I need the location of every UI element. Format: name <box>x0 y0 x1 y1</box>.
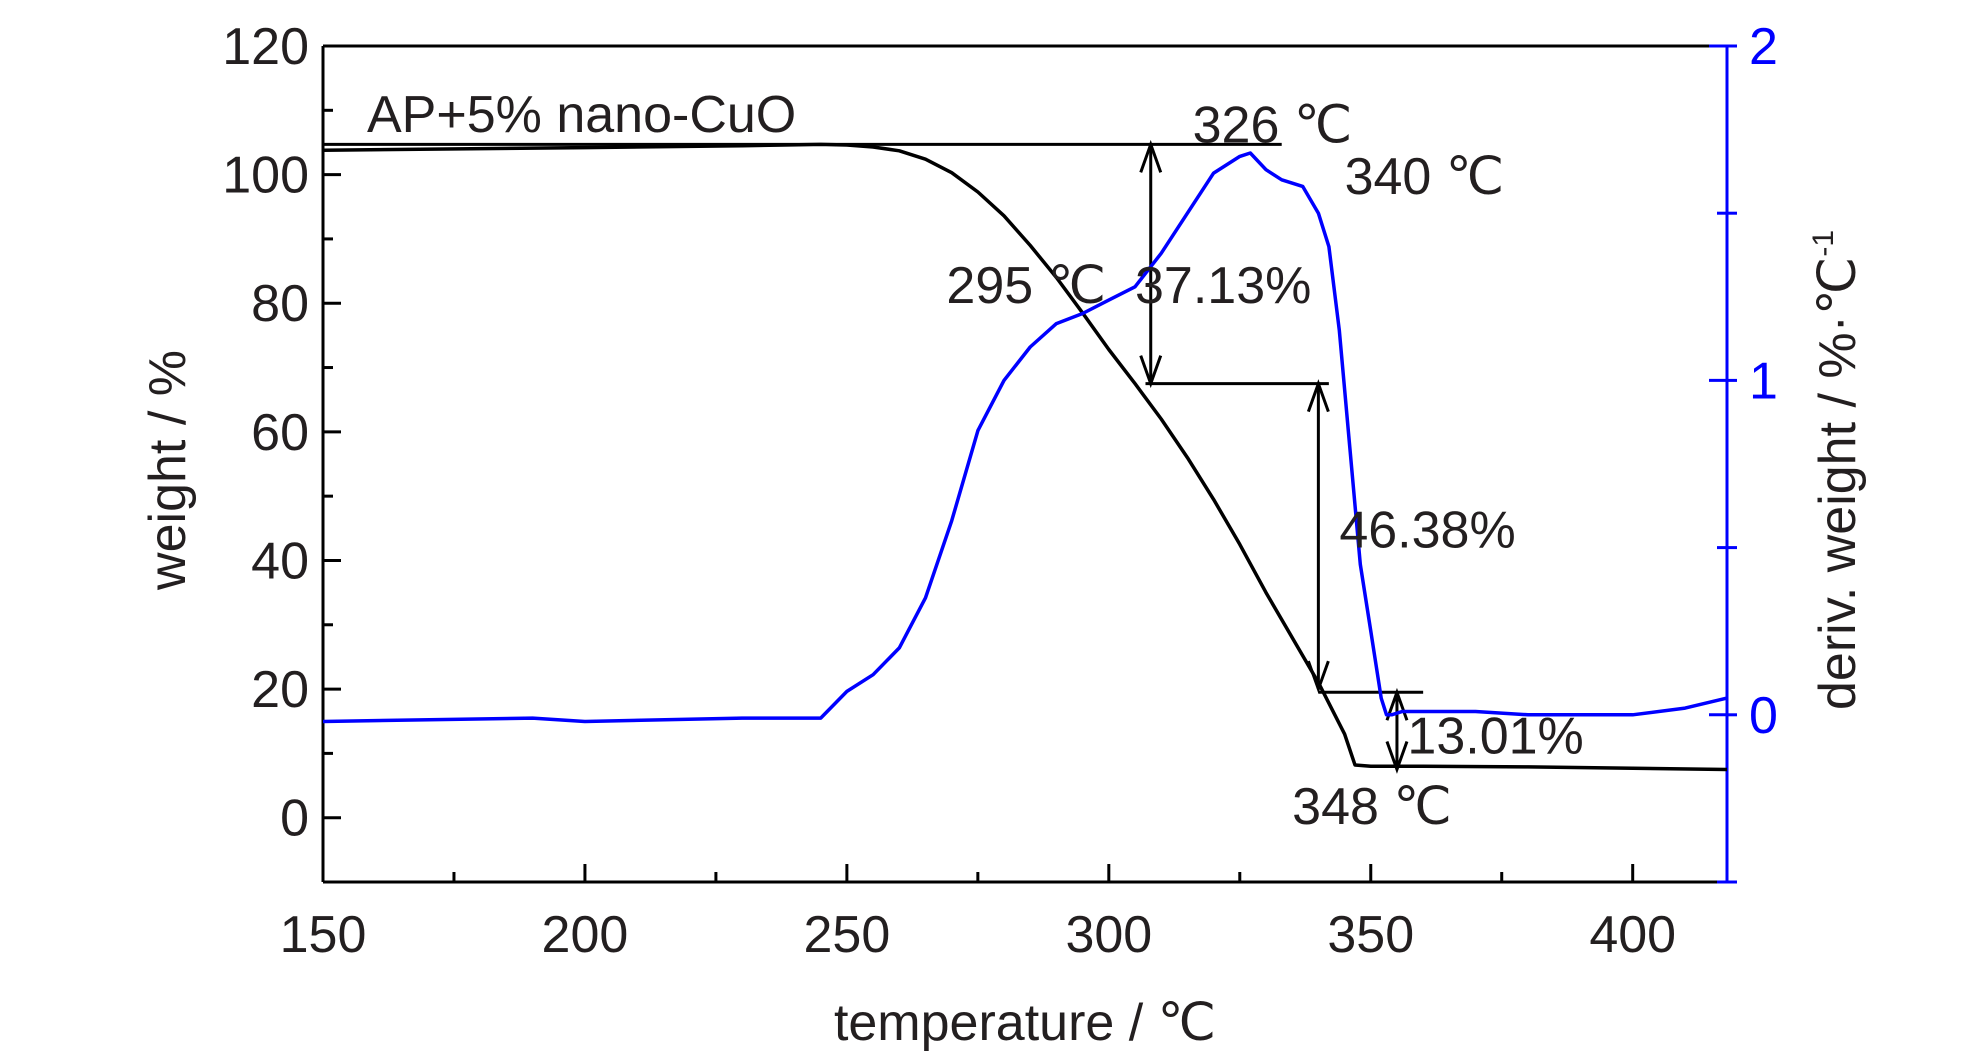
y-left-tick-label: 0 <box>280 790 309 848</box>
arrow-head-icon <box>1139 139 1163 173</box>
arrow-head-icon <box>1306 379 1330 413</box>
tick-labels: 150 200 250 300 350 400 0 20 40 60 80 100 120 0 1 2 <box>222 18 1778 964</box>
x-tick-label: 300 <box>1065 906 1152 964</box>
arrow-head-icon <box>1139 355 1163 389</box>
series-group <box>322 142 1728 772</box>
y-right-tick-label: 0 <box>1749 687 1778 745</box>
x-tick-label: 200 <box>542 906 629 964</box>
x-tick-label: 250 <box>803 906 890 964</box>
y-axis-right-label: deriv. weight / %·℃-1 <box>1807 230 1867 710</box>
y-axis-right-label-sup: -1 <box>1807 230 1840 257</box>
y-left-tick-label: 20 <box>251 661 309 719</box>
y-right-tick-label: 2 <box>1749 18 1778 76</box>
tga-curve <box>322 142 1728 772</box>
annotation-label: 340 ℃ <box>1345 148 1505 206</box>
y-left-tick-label: 120 <box>222 18 309 76</box>
y-axis-left-label: weight / % <box>139 350 197 591</box>
x-tick-label: 150 <box>280 906 367 964</box>
annotation-label: 348 ℃ <box>1292 778 1452 836</box>
annotation-label: 37.13% <box>1135 257 1311 315</box>
y-left-tick-label: 60 <box>251 404 309 462</box>
y-right-tick-label: 1 <box>1749 352 1778 410</box>
annotation-label: 326 ℃ <box>1193 96 1353 154</box>
y-axis-right-label-main: deriv. weight / %·℃ <box>1809 257 1867 710</box>
x-tick-label: 350 <box>1327 906 1414 964</box>
annotation-label: 13.01% <box>1407 707 1583 765</box>
dtg-curve <box>322 151 1728 724</box>
plot-frame <box>321 44 1729 884</box>
y-left-tick-label: 40 <box>251 532 309 590</box>
annotation-label: 46.38% <box>1339 502 1515 560</box>
y-left-tick-label: 80 <box>251 275 309 333</box>
x-axis-label: temperature / ℃ <box>834 994 1216 1052</box>
arrow-head-icon <box>1385 740 1409 774</box>
legend-text: AP+5% nano-CuO <box>367 86 796 144</box>
x-tick-label: 400 <box>1589 906 1676 964</box>
y-left-tick-label: 100 <box>222 147 309 205</box>
annotation-label: 295 ℃ <box>946 257 1106 315</box>
ticks <box>321 44 1737 884</box>
